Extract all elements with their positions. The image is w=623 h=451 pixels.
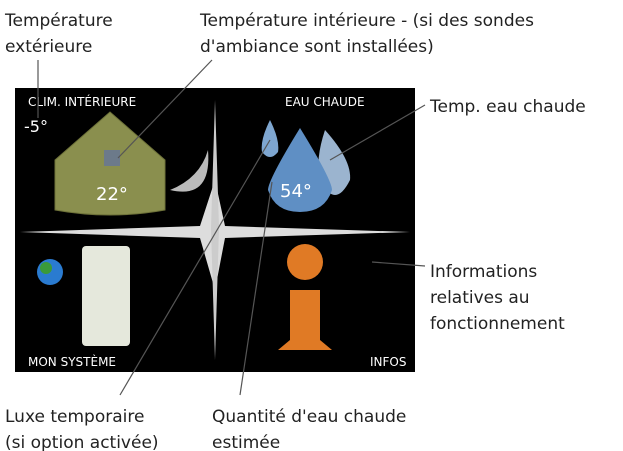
annotation-text: estimée xyxy=(212,433,280,451)
quadrant-label: CLIM. INTÉRIEURE xyxy=(28,94,136,109)
quadrant-label: INFOS xyxy=(370,355,406,369)
annotation-text: relatives au xyxy=(430,288,530,308)
outdoor-value: -5° xyxy=(24,117,48,136)
quadrant-label: EAU CHAUDE xyxy=(285,95,365,109)
annotation-text: fonctionnement xyxy=(430,314,565,334)
diagram: CLIM. INTÉRIEURE EAU CHAUDE MON SYSTÈME … xyxy=(0,0,623,451)
heat-pump-icon xyxy=(82,246,130,346)
annotation-text: Luxe temporaire xyxy=(5,407,144,427)
annotation-text: extérieure xyxy=(5,37,92,57)
annotation-text: (si option activée) xyxy=(5,433,159,451)
annotation-text: Temp. eau chaude xyxy=(429,97,586,117)
water-value: 54° xyxy=(280,181,312,202)
house-window xyxy=(104,150,120,166)
annotation-text: Température intérieure - (si des sondes xyxy=(199,11,534,31)
quadrant-label: MON SYSTÈME xyxy=(28,354,116,369)
annotation-text: Quantité d'eau chaude xyxy=(212,407,406,427)
annotation-text: d'ambiance sont installées) xyxy=(200,37,434,57)
indoor-value: 22° xyxy=(96,184,128,205)
globe-land xyxy=(40,262,52,274)
annotation-text: Informations xyxy=(430,262,537,282)
annotation-text: Température xyxy=(4,11,113,31)
info-dot xyxy=(287,244,323,280)
